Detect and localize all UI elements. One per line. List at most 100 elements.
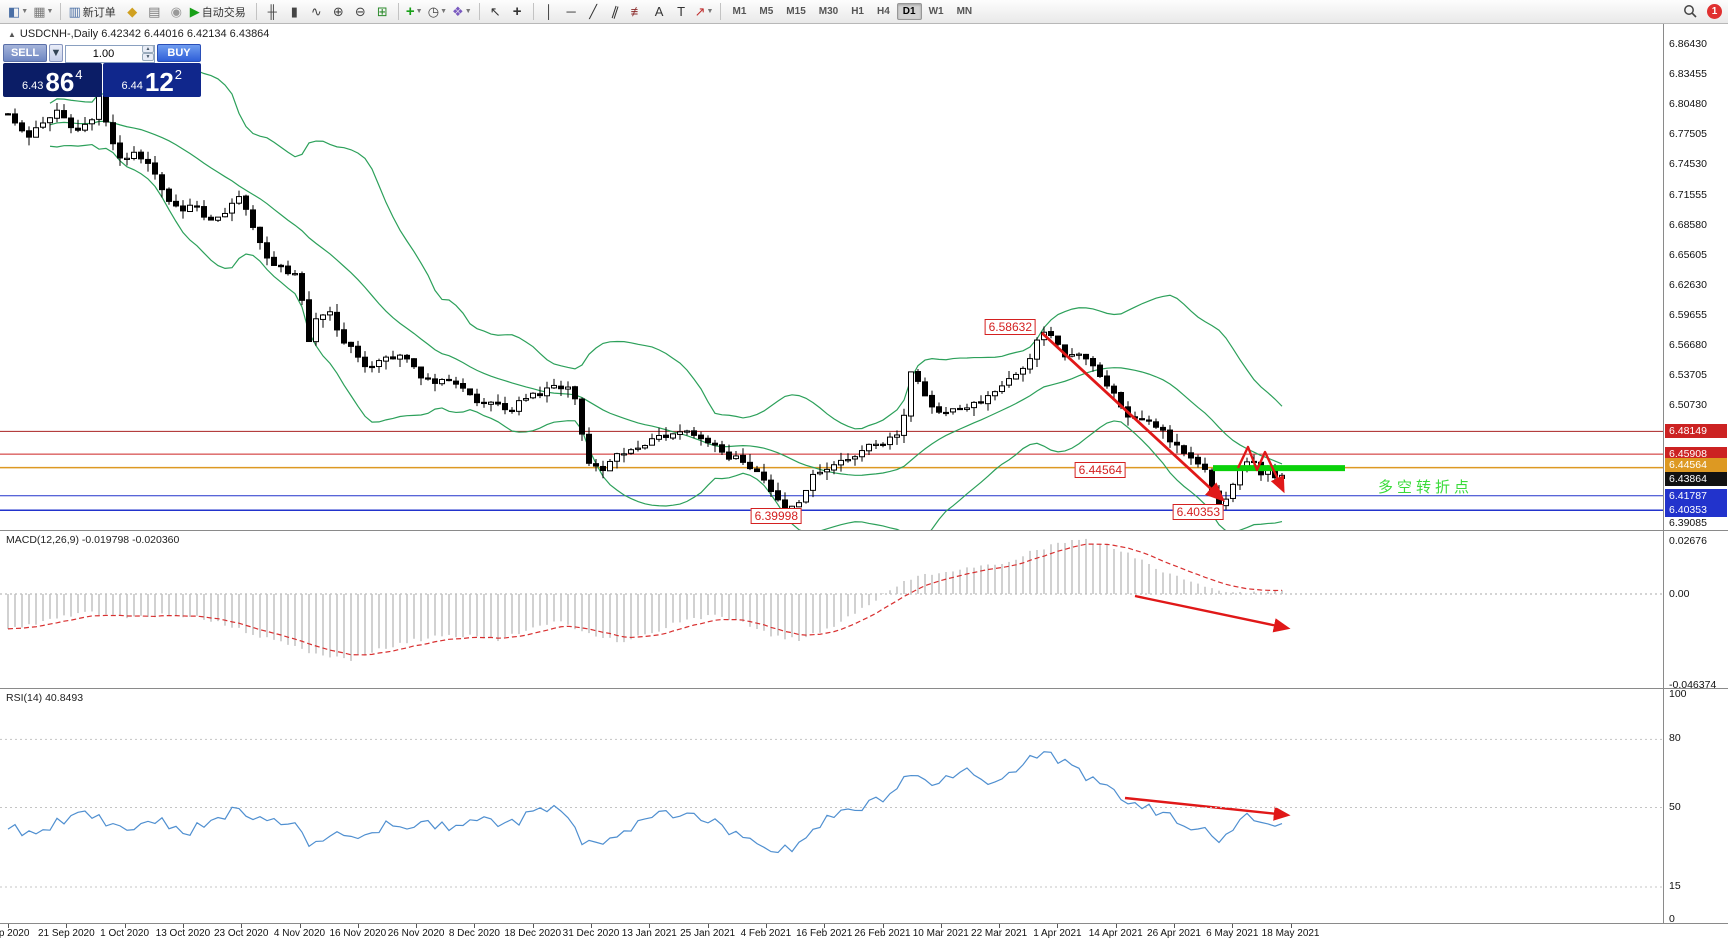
macd-axis-label: 0.00	[1669, 588, 1690, 600]
zoom-out-button[interactable]: ⊖	[354, 3, 366, 19]
date-tick	[124, 924, 126, 928]
price-axis-label: 6.83455	[1669, 68, 1707, 81]
cursor-button[interactable]: ↖	[489, 3, 501, 19]
notification-badge[interactable]: 1	[1707, 4, 1722, 19]
timeframe-h1[interactable]: H1	[851, 6, 864, 17]
price-level-badge: 6.48149	[1665, 424, 1727, 439]
date-axis-label: Sep 2020	[0, 928, 30, 939]
sell-price-prefix: 6.43	[21, 80, 44, 92]
chart-title: ▲ USDCNH-,Daily 6.42342 6.44016 6.42134 …	[8, 28, 269, 40]
autotrading-button[interactable]: ▶ 自动交易	[189, 3, 246, 19]
buy-price[interactable]: 6.44 12 2	[102, 63, 201, 97]
sell-button[interactable]: SELL	[3, 44, 47, 62]
date-tick	[1057, 924, 1059, 928]
search-icon[interactable]	[1680, 2, 1701, 22]
timeframe-mn[interactable]: MN	[956, 6, 973, 17]
timeframe-d1[interactable]: D1	[896, 3, 922, 20]
trade-options-caret[interactable]: ▼	[49, 44, 63, 62]
indicators-button[interactable]: + ▼	[405, 3, 423, 20]
new-order-button[interactable]: ▥ 新订单	[68, 3, 116, 19]
mql5-community-button[interactable]: ◉	[170, 3, 182, 19]
date-axis-label: 26 Nov 2020	[387, 928, 445, 939]
bar-chart-button[interactable]: ╫	[267, 4, 277, 19]
horizontal-line-button[interactable]: ─	[566, 4, 576, 19]
toolbar-separator	[60, 3, 62, 20]
volume-input[interactable]	[65, 45, 155, 63]
timeframe-h4[interactable]: H4	[877, 6, 890, 17]
volume-down-button[interactable]: ▼	[142, 53, 154, 61]
date-axis-label: 26 Apr 2021	[1147, 928, 1201, 939]
price-axis[interactable]: 6.86430 6.83455 6.80480 6.77505 6.74530 6.715…	[1663, 24, 1728, 925]
date-tick	[8, 924, 9, 928]
volume-field-wrap: ▲ ▼	[65, 44, 155, 63]
periods-button[interactable]: ◷ ▼	[427, 3, 448, 19]
date-tick	[999, 924, 1001, 928]
date-axis[interactable]: Sep 2020 21 Sep 2020 1 Oct 2020 13 Oct 2020…	[0, 924, 1728, 943]
price-axis-label: 6.74530	[1669, 158, 1707, 171]
buy-button[interactable]: BUY	[157, 44, 201, 62]
candlestick-series	[5, 92, 1285, 512]
rsi-axis-label: 15	[1669, 880, 1681, 892]
date-tick	[591, 924, 592, 928]
text-button[interactable]: A	[654, 4, 664, 19]
rsi-axis-label: 50	[1669, 801, 1681, 813]
arrows-button[interactable]: ↗ ▼	[694, 3, 714, 19]
vertical-line-button[interactable]: │	[545, 4, 554, 19]
rsi-axis-label: 0	[1669, 913, 1675, 925]
channel-button[interactable]: ∥	[609, 2, 621, 20]
timeframe-m5[interactable]: M5	[759, 6, 774, 17]
price-axis-label: 6.53705	[1669, 369, 1707, 382]
timeframe-m1[interactable]: M1	[732, 6, 747, 17]
date-tick	[765, 924, 767, 928]
date-axis-label: 13 Oct 2020	[155, 928, 211, 939]
date-axis-label: 14 Apr 2021	[1088, 928, 1143, 939]
date-tick	[532, 924, 534, 928]
panel-splitter-dates[interactable]	[0, 923, 1728, 924]
price-level-badge: 6.43864	[1665, 471, 1727, 486]
buy-price-pipette: 2	[174, 67, 183, 82]
price-level-badge: 6.41787	[1665, 488, 1727, 503]
profiles-button[interactable]: ▦ ▼	[33, 3, 54, 19]
date-tick	[241, 924, 243, 928]
candlestick-chart-button[interactable]: ▮	[290, 3, 298, 19]
tile-windows-button[interactable]: ⊞	[376, 3, 388, 19]
date-axis-label: 16 Nov 2020	[329, 928, 387, 939]
trendline-button[interactable]: ╱	[589, 3, 598, 19]
date-axis-label: 21 Sep 2020	[37, 928, 95, 939]
date-axis-label: 4 Nov 2020	[273, 928, 326, 939]
templates-button[interactable]: ❖ ▼	[452, 3, 472, 19]
sell-price[interactable]: 6.43 86 4	[3, 63, 102, 97]
timeframe-m30[interactable]: M30	[818, 6, 839, 17]
date-tick	[182, 924, 184, 928]
toolbar-right: 1	[1680, 2, 1722, 22]
volume-up-button[interactable]: ▲	[142, 45, 154, 53]
date-tick	[824, 924, 826, 928]
date-tick	[940, 924, 942, 928]
toolbar-separator	[720, 3, 722, 20]
date-tick	[474, 924, 476, 928]
date-axis-label: 16 Feb 2021	[796, 928, 853, 939]
date-tick	[299, 924, 301, 928]
crosshair-button[interactable]: +	[512, 3, 522, 20]
date-tick	[707, 924, 709, 928]
date-tick	[882, 924, 884, 928]
zoom-in-button[interactable]: ⊕	[332, 3, 344, 19]
toolbar-separator	[397, 3, 399, 20]
new-chart-button[interactable]: ◧ ▼	[8, 3, 29, 19]
timeframe-m15[interactable]: M15	[786, 6, 806, 17]
trend-arrow	[1236, 445, 1285, 494]
fibonacci-button[interactable]: ≢	[630, 4, 644, 19]
timeframe-w1[interactable]: W1	[928, 6, 944, 17]
rsi-panel-layer	[0, 738, 1663, 888]
rsi-indicator-label: RSI(14) 40.8493	[6, 692, 84, 704]
terminal-button[interactable]: ▤	[148, 3, 161, 19]
panel-splitter-rsi[interactable]	[0, 688, 1728, 689]
panel-splitter-macd[interactable]	[0, 530, 1728, 531]
trade-controls-row: SELL ▼ ▲ ▼ BUY	[3, 44, 201, 63]
label-button[interactable]: T	[677, 4, 686, 19]
toolbar-separator	[532, 3, 534, 20]
metaeditor-button[interactable]: ◆	[127, 3, 138, 19]
line-chart-button[interactable]: ∿	[310, 3, 322, 19]
